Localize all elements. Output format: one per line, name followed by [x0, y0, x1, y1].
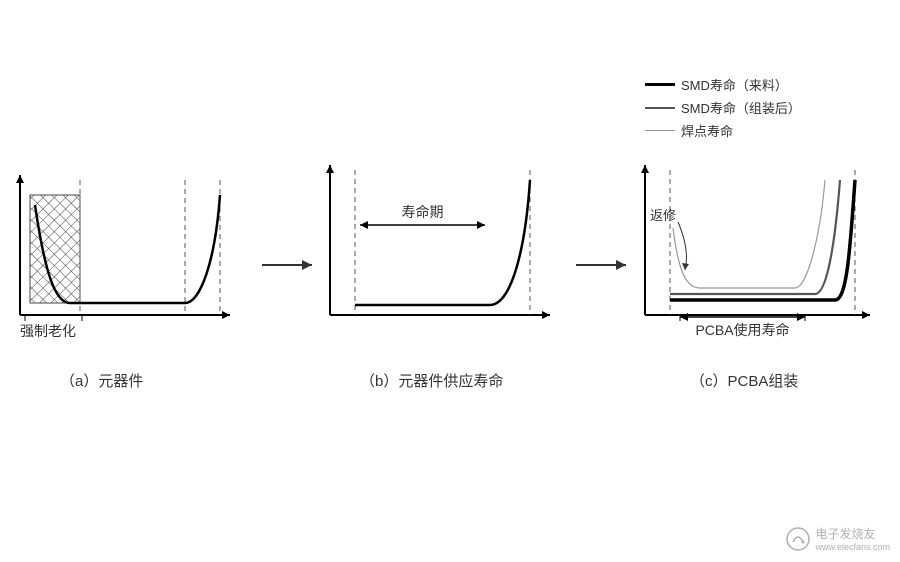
svg-text:返修: 返修	[650, 208, 676, 223]
legend-swatch	[645, 130, 675, 131]
legend-label: SMD寿命（组装后）	[681, 98, 801, 117]
chart-a-caption: （a）元器件	[60, 370, 143, 391]
watermark: 电子发烧友 www.elecfans.com	[785, 525, 890, 552]
chart-a-hatch-label: 强制老化	[20, 321, 76, 341]
svg-text:PCBA使用寿命: PCBA使用寿命	[695, 322, 789, 338]
arrow-connector-2	[576, 255, 636, 280]
watermark-text: 电子发烧友	[815, 525, 890, 542]
chart-b-caption: （b）元器件供应寿命	[360, 370, 503, 391]
chart-a	[20, 175, 240, 335]
chart-c: 返修 PCBA使用寿命	[645, 165, 880, 335]
legend-item: SMD寿命（组装后）	[645, 98, 801, 117]
legend-swatch	[645, 107, 675, 109]
legend-item: SMD寿命（来料）	[645, 75, 801, 94]
watermark-url: www.elecfans.com	[815, 542, 890, 552]
legend-label: SMD寿命（来料）	[681, 75, 788, 94]
legend-label: 焊点寿命	[681, 121, 733, 140]
legend-item: 焊点寿命	[645, 121, 801, 140]
chart-c-legend: SMD寿命（来料） SMD寿命（组装后） 焊点寿命	[645, 75, 801, 144]
chart-b: 寿命期	[330, 165, 560, 335]
legend-swatch	[645, 83, 675, 86]
arrow-connector-1	[262, 255, 322, 280]
diagram-container: 强制老化 （a）元器件 寿命期 （b）元器件供应寿命 SMD寿命（来料）SMD寿…	[0, 0, 900, 562]
chart-c-caption: （c）PCBA组装	[690, 370, 798, 391]
svg-text:寿命期: 寿命期	[402, 204, 444, 220]
